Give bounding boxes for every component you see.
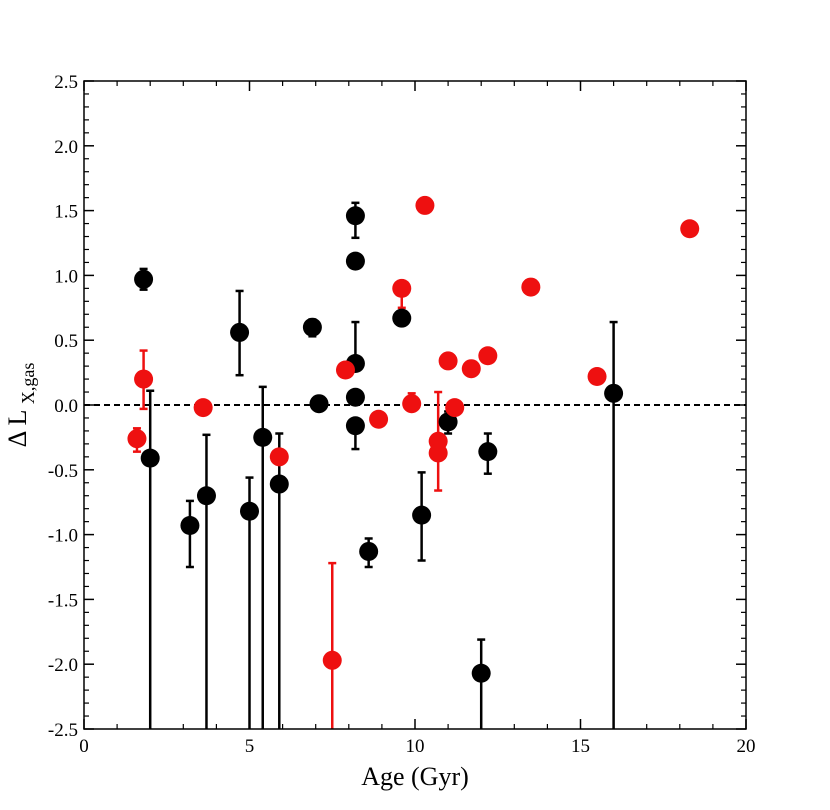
y-tick-label: -1.0	[48, 526, 78, 547]
data-point	[345, 387, 365, 407]
data-point	[345, 416, 365, 436]
data-point	[604, 383, 624, 403]
data-point	[335, 360, 355, 380]
data-point	[478, 346, 498, 366]
y-tick-label: 1.0	[54, 266, 78, 287]
y-tick-label: 0.0	[54, 396, 78, 417]
y-axis-title: Δ L X,gas	[3, 363, 38, 448]
y-tick-label: 2.0	[54, 137, 78, 158]
data-point	[461, 359, 481, 379]
data-point	[269, 447, 289, 467]
data-point	[359, 541, 379, 561]
data-point	[587, 366, 607, 386]
data-point	[369, 409, 389, 429]
data-point	[438, 351, 458, 371]
data-point	[322, 650, 342, 670]
y-axis-ticks: -2.5 -2.0 -1.5 -1.0 -0.5 0.0 0.5 1.0 1.5 2.0 2.5	[48, 72, 746, 741]
y-axis-title-main: Δ L	[3, 411, 32, 448]
data-point	[230, 322, 250, 342]
y-tick-label: -2.5	[48, 720, 78, 741]
data-point	[680, 219, 700, 239]
y-tick-label: 1.5	[54, 202, 78, 223]
data-point	[428, 443, 448, 463]
data-point	[240, 501, 259, 521]
x-tick-label: 15	[571, 736, 590, 757]
data-point	[521, 277, 541, 297]
x-axis-ticks: 0 5 10 15 20	[79, 81, 756, 757]
data-point	[134, 269, 154, 289]
data-point	[309, 394, 329, 414]
y-tick-label: -1.5	[48, 590, 78, 611]
data-point	[471, 663, 491, 683]
x-tick-label: 20	[737, 736, 756, 757]
x-tick-label: 0	[79, 736, 89, 757]
data-point	[140, 448, 160, 468]
data-point	[445, 398, 465, 418]
data-point	[180, 516, 200, 536]
data-point	[193, 398, 213, 418]
y-axis-title-subscript: X,gas	[18, 363, 38, 405]
data-point	[345, 251, 365, 271]
data-point	[127, 429, 147, 449]
x-axis-title: Age (Gyr)	[361, 762, 469, 791]
data-point	[438, 412, 458, 432]
plot-frame	[83, 80, 747, 730]
data-point	[269, 474, 289, 494]
error-bars	[132, 201, 618, 729]
data-point	[392, 278, 412, 298]
data-point	[415, 195, 435, 215]
y-tick-label: 0.5	[54, 331, 78, 352]
data-point	[345, 206, 365, 226]
data-point	[253, 427, 273, 447]
x-tick-label: 5	[245, 736, 255, 757]
data-point	[392, 308, 412, 328]
data-point	[402, 394, 422, 414]
y-tick-label: 2.5	[54, 72, 78, 93]
y-tick-label: -2.0	[48, 655, 78, 676]
data-points	[127, 195, 700, 683]
data-point	[412, 505, 432, 525]
data-point	[302, 317, 322, 337]
y-tick-label: -0.5	[48, 461, 78, 482]
data-point	[196, 486, 216, 506]
data-point	[478, 442, 498, 462]
data-point	[134, 369, 154, 389]
x-tick-label: 10	[406, 736, 425, 757]
